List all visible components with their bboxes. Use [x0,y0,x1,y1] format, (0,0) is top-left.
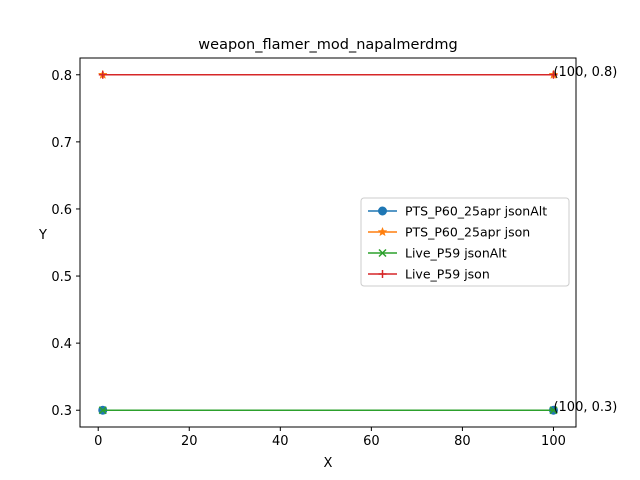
legend-item: Live_P59 jsonAlt [368,246,507,261]
legend-item: PTS_P60_25apr json [368,225,530,240]
legend-marker [378,270,387,278]
y-axis-label: Y [38,228,47,243]
y-tick-label: 0.7 [51,136,72,151]
legend-marker [377,226,388,237]
axes-frame [79,57,577,428]
data-point [98,70,107,79]
y-tick-label: 0.8 [51,69,72,84]
y-tick-label: 0.6 [51,203,72,218]
y-tick-label: 0.5 [51,270,72,285]
point-annotation: (100, 0.8) [553,65,617,80]
x-tick-label: 0 [94,434,102,449]
y-tick-label: 0.3 [51,404,72,419]
plot-area: 0 20 40 60 80 100 0.3 0.4 0.5 0.6 0.7 0.8 (100, 0.8)… [51,57,617,449]
legend-box [360,197,570,287]
data-point [549,406,558,415]
series-3 [98,70,558,79]
point-annotation: (100, 0.3) [553,400,617,415]
legend-label: PTS_P60_25apr jsonAlt [405,204,547,219]
x-tick-label: 100 [541,434,566,449]
legend-marker [378,248,387,258]
legend-item: Live_P59 json [368,267,490,282]
legend-label: Live_P59 json [405,267,490,282]
y-tick-label: 0.4 [51,337,72,352]
chart-title: weapon_flamer_mod_napalmerdmg [198,37,457,53]
x-tick-label: 20 [181,434,198,449]
series-2 [98,406,558,415]
legend: PTS_P60_25apr jsonAlt PTS_P60_25apr json L… [360,197,570,287]
x-tick-label: 60 [363,434,380,449]
legend-label: Live_P59 jsonAlt [405,246,507,261]
x-tick-label: 80 [454,434,471,449]
data-point [549,70,558,79]
legend-label: PTS_P60_25apr json [405,225,530,240]
legend-marker [378,206,387,216]
data-point [98,406,107,415]
x-axis-label: X [324,456,333,471]
x-tick-label: 40 [272,434,289,449]
legend-item: PTS_P60_25apr jsonAlt [368,204,547,219]
